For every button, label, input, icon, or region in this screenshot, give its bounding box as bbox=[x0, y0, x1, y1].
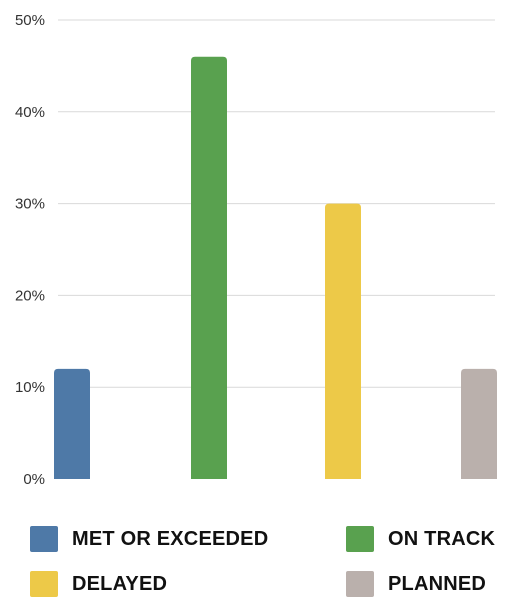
bar-met-or-exceeded bbox=[54, 368, 90, 479]
legend-label-on-track: ON TRACK bbox=[388, 527, 496, 550]
y-tick-label: 10% bbox=[15, 379, 45, 396]
bar-on-track bbox=[191, 56, 227, 479]
y-tick-label: 0% bbox=[23, 471, 45, 488]
y-tick-label: 20% bbox=[15, 287, 45, 304]
y-axis-tick-labels: 0% 10% 20% 30% 40% 50% bbox=[15, 12, 45, 488]
bar-chart: 0% 10% 20% 30% 40% 50% bbox=[15, 12, 497, 488]
legend-label-delayed: DELAYED bbox=[72, 572, 168, 595]
y-tick-label: 50% bbox=[15, 12, 45, 29]
bar-planned bbox=[461, 368, 497, 479]
legend-swatch-met-or-exceeded bbox=[30, 526, 58, 552]
legend-item-planned: PLANNED bbox=[346, 571, 486, 597]
bar-delayed bbox=[325, 203, 361, 479]
legend-swatch-delayed bbox=[30, 571, 58, 597]
legend-label-planned: PLANNED bbox=[388, 572, 487, 595]
legend-item-delayed: DELAYED bbox=[30, 571, 167, 597]
legend-item-on-track: ON TRACK bbox=[346, 526, 495, 552]
legend-swatch-on-track bbox=[346, 526, 374, 552]
y-tick-label: 30% bbox=[15, 196, 45, 213]
y-tick-label: 40% bbox=[15, 104, 45, 121]
legend-label-met-or-exceeded: MET OR EXCEEDED bbox=[72, 527, 269, 550]
legend-item-met-or-exceeded: MET OR EXCEEDED bbox=[30, 526, 268, 552]
bars bbox=[54, 56, 497, 479]
legend-swatch-planned bbox=[346, 571, 374, 597]
gridlines bbox=[58, 19, 495, 388]
